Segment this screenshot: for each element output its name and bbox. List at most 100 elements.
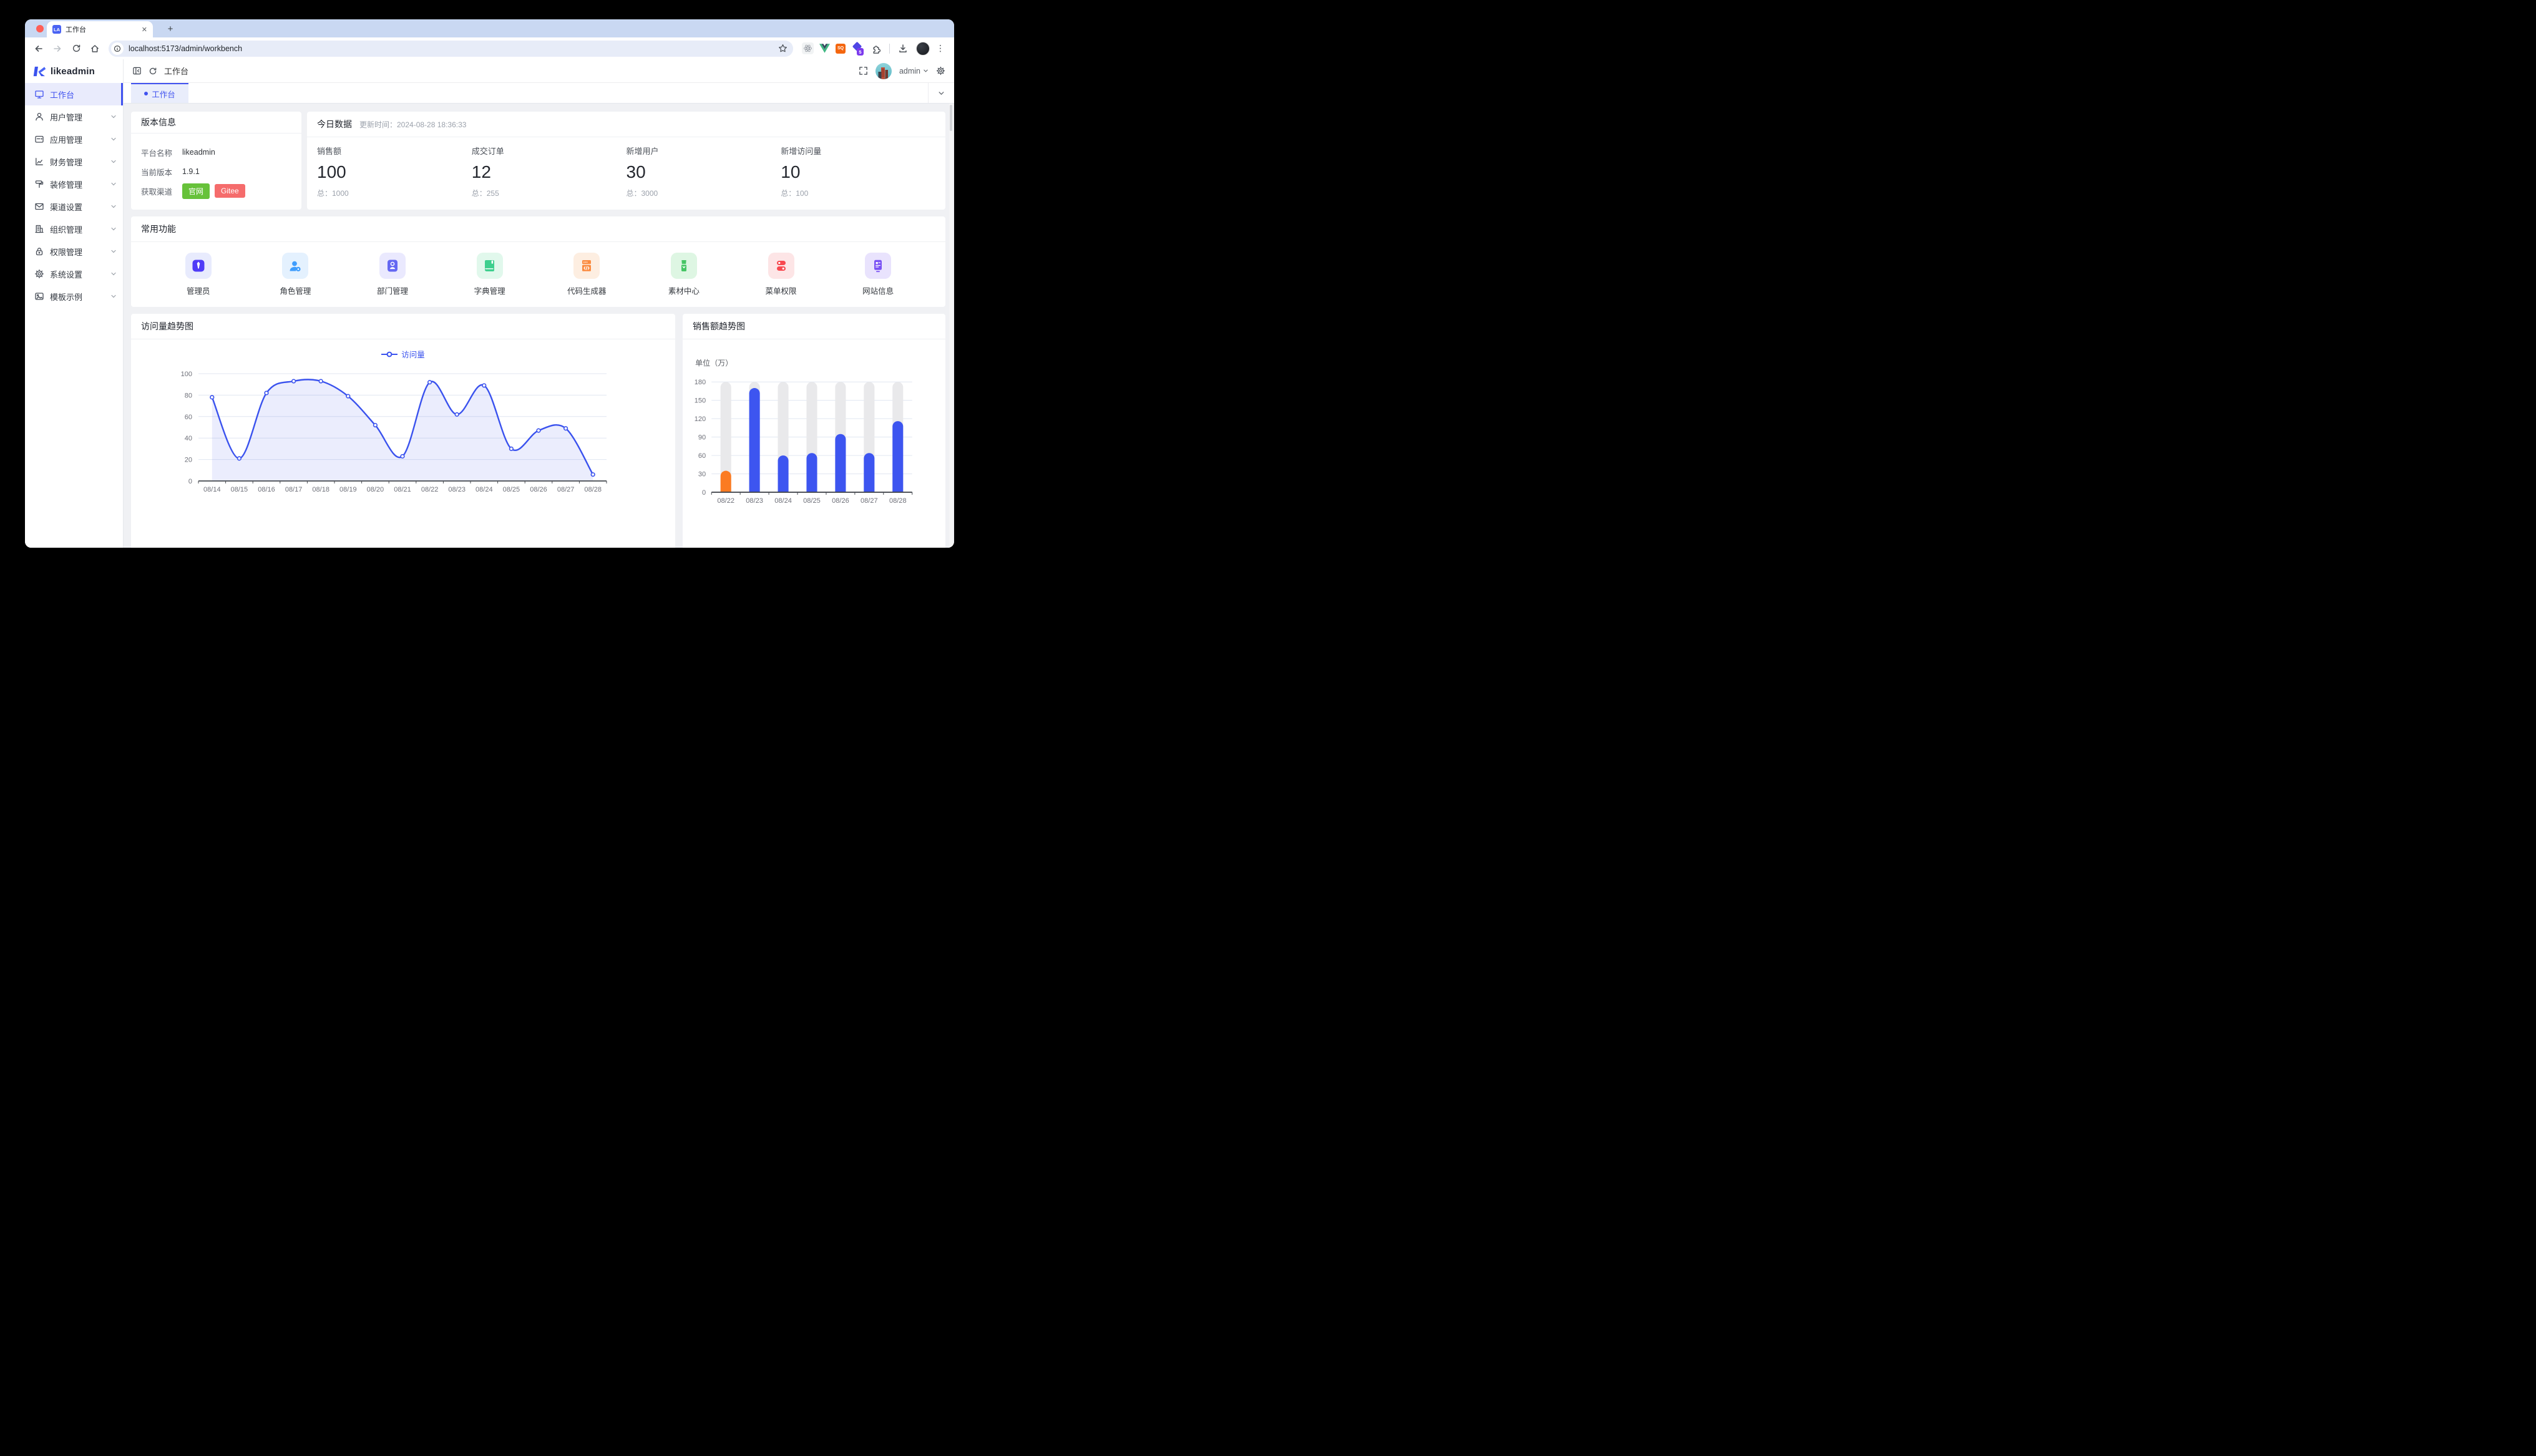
url-text[interactable]: localhost:5173/admin/workbench [129, 44, 243, 53]
app-icon [34, 134, 44, 144]
decorate-icon [34, 179, 44, 189]
likeadmin-logo-icon [33, 66, 46, 76]
sq-extension-icon[interactable]: SQ [836, 43, 846, 54]
sidebar-item-workbench[interactable]: 工作台 [25, 83, 123, 105]
extensions-area: SQ 5 ⋮ [799, 41, 948, 56]
chevron-down-icon [110, 158, 117, 165]
visits-line-chart[interactable]: 0 20 40 60 80 100 08/14 08/15 08/16 08/17 08/18 08/… [131, 364, 675, 502]
user-icon [34, 112, 44, 122]
settings-gear-icon[interactable] [936, 66, 945, 75]
new-tab-button[interactable]: + [167, 23, 173, 34]
page-header: 工作台 admin [124, 59, 954, 83]
codegen-icon [579, 258, 594, 273]
svg-text:08/22: 08/22 [421, 486, 439, 493]
stat-new-users: 新增用户 30 总：3000 [626, 147, 659, 198]
today-card-title: 今日数据 [317, 119, 352, 129]
svg-text:08/14: 08/14 [203, 486, 221, 493]
website-icon [871, 258, 885, 273]
back-icon[interactable] [31, 41, 46, 56]
vue-devtools-icon[interactable] [819, 44, 830, 53]
sales-chart-title: 销售额趋势图 [693, 321, 745, 331]
admin-icon [191, 258, 206, 273]
org-icon [34, 224, 44, 234]
function-dictionary[interactable]: 字典管理 [441, 253, 539, 296]
chevron-down-icon [924, 69, 928, 72]
tab-title: 工作台 [66, 26, 86, 34]
refresh-icon[interactable] [149, 67, 157, 75]
browser-profile-avatar[interactable] [916, 41, 930, 56]
official-site-button[interactable]: 官网 [182, 183, 210, 199]
chevron-down-icon [110, 293, 117, 299]
sidebar-item-organization[interactable]: 组织管理 [25, 218, 123, 240]
sales-bar-chart[interactable]: 单位（万） 0 30 60 90 120 150 180 08/22 08/23 08/24 08/2… [683, 352, 945, 508]
svg-text:80: 80 [185, 392, 192, 399]
browser-menu-icon[interactable]: ⋮ [936, 43, 945, 53]
tab-favicon: LA [52, 25, 61, 34]
visits-trend-card: 访问量趋势图 访问量 0 20 40 60 80 100 08/14 08/15 08/16 08… [131, 314, 675, 548]
visits-legend[interactable]: 访问量 [131, 348, 675, 360]
home-icon[interactable] [87, 41, 102, 56]
content-scrollbar[interactable] [949, 104, 953, 548]
common-functions-card: 常用功能 管理员 角色管理 部门管理 [131, 216, 945, 307]
tabbar-dropdown-icon[interactable] [928, 83, 954, 103]
function-menu-permissions[interactable]: 菜单权限 [733, 253, 830, 296]
sidebar-item-channel[interactable]: 渠道设置 [25, 195, 123, 218]
sales-trend-card: 销售额趋势图 单位（万） 0 30 60 90 120 150 180 08/22 08/23 08… [683, 314, 945, 548]
svg-text:08/18: 08/18 [312, 486, 329, 493]
collapse-sidebar-icon[interactable] [132, 66, 142, 75]
stat-sales: 销售额 100 总：1000 [317, 147, 349, 198]
tab-close-icon[interactable]: ✕ [141, 26, 147, 34]
current-version: 1.9.1 [182, 167, 200, 176]
username[interactable]: admin [899, 67, 929, 75]
version-card-title: 版本信息 [141, 117, 176, 127]
downloads-icon[interactable] [895, 41, 910, 56]
function-roles[interactable]: 角色管理 [247, 253, 344, 296]
breadcrumb: 工作台 [164, 67, 189, 76]
fullscreen-icon[interactable] [859, 66, 868, 75]
bookmark-star-icon[interactable] [775, 41, 790, 56]
svg-text:08/28: 08/28 [584, 486, 602, 493]
gitee-button[interactable]: Gitee [215, 184, 245, 198]
browser-tabstrip: LA 工作台 ✕ + [25, 19, 954, 37]
app-logo[interactable]: likeadmin [25, 59, 123, 83]
toolbar-separator [889, 43, 890, 54]
sidebar-item-decorate[interactable]: 装修管理 [25, 173, 123, 195]
extensions-puzzle-icon[interactable] [869, 41, 884, 56]
svg-text:150: 150 [695, 397, 706, 405]
react-devtools-icon[interactable] [802, 42, 814, 54]
forward-icon[interactable] [50, 41, 65, 56]
workbench-content: 版本信息 平台名称 likeadmin 当前版本 1.9.1 获 [124, 104, 954, 548]
today-data-card: 今日数据 更新时间：2024-08-28 18:36:33 销售额 100 总：… [307, 112, 945, 210]
dict-icon [482, 258, 497, 273]
svg-text:08/15: 08/15 [231, 486, 248, 493]
address-bar[interactable]: localhost:5173/admin/workbench [109, 40, 793, 57]
svg-text:08/19: 08/19 [339, 486, 357, 493]
chevron-down-icon [110, 271, 117, 277]
function-material-center[interactable]: 素材中心 [635, 253, 733, 296]
active-tab-dot [144, 92, 149, 95]
user-avatar[interactable] [875, 62, 892, 79]
function-admin[interactable]: 管理员 [150, 253, 247, 296]
sidebar-item-apps[interactable]: 应用管理 [25, 128, 123, 150]
sidebar-item-users[interactable]: 用户管理 [25, 105, 123, 128]
function-code-generator[interactable]: 代码生成器 [539, 253, 636, 296]
close-window-button[interactable] [36, 24, 44, 32]
browser-window: LA 工作台 ✕ + localhost:5173/admin/workbenc… [25, 19, 954, 548]
tab-workbench[interactable]: 工作台 [131, 83, 188, 103]
browser-tab[interactable]: LA 工作台 ✕ [47, 21, 153, 37]
svg-text:08/24: 08/24 [774, 497, 792, 505]
sidebar-item-system-settings[interactable]: 系统设置 [25, 263, 123, 285]
menu-perm-icon [774, 258, 789, 273]
sidebar-item-permissions[interactable]: 权限管理 [25, 240, 123, 263]
function-departments[interactable]: 部门管理 [344, 253, 441, 296]
site-info-icon[interactable] [111, 42, 124, 55]
svg-text:08/28: 08/28 [889, 497, 907, 505]
svg-text:90: 90 [698, 434, 706, 442]
svg-text:单位（万）: 单位（万） [695, 358, 733, 367]
chevron-down-icon [110, 203, 117, 210]
diamond-extension-icon[interactable]: 5 [851, 41, 864, 56]
function-website-info[interactable]: 网站信息 [829, 253, 927, 296]
sidebar-item-finance[interactable]: 财务管理 [25, 150, 123, 173]
reload-icon[interactable] [69, 41, 84, 56]
sidebar-item-templates[interactable]: 模板示例 [25, 285, 123, 308]
